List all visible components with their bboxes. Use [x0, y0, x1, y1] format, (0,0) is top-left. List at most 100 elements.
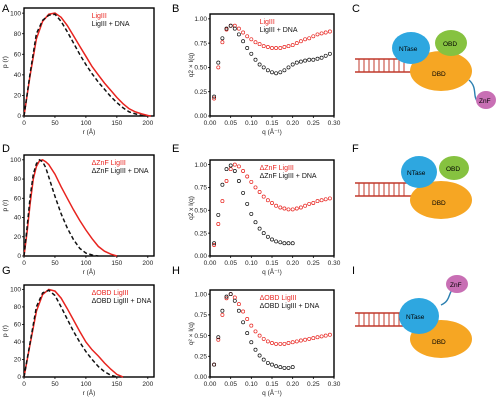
x-tick-label: 200 [142, 120, 153, 127]
chart-h: 0.00 0.05 0.10 0.15 0.20 0.25 0.30 0.00 0.25 0.50… [188, 289, 341, 397]
ntase-domain [401, 156, 437, 188]
data-point [253, 185, 258, 190]
data-point [274, 46, 279, 50]
y-axis-label: p (r) [2, 200, 9, 212]
ntase-domain [399, 298, 439, 334]
data-point [216, 222, 221, 226]
data-point [307, 201, 312, 206]
series-black-points [212, 292, 295, 370]
data-point [236, 26, 241, 31]
legend-entry: ΔZnF LigIII [92, 160, 126, 167]
data-point [257, 190, 262, 194]
data-point [220, 40, 225, 45]
data-point [319, 334, 324, 339]
data-point [232, 162, 237, 167]
data-point [265, 45, 270, 49]
data-point [274, 203, 279, 208]
legend-entry: ΔZnF LigIII [260, 165, 294, 172]
data-point [245, 331, 250, 336]
dbd-label: DBD [432, 71, 446, 78]
data-point [315, 199, 320, 204]
data-point [249, 51, 254, 56]
legend-entry: LigIII + DNA [92, 21, 130, 28]
data-point [216, 65, 221, 70]
data-point [274, 341, 279, 346]
x-tick-label: 0.00 [204, 120, 217, 127]
data-point [228, 292, 233, 297]
data-point [265, 339, 270, 344]
y-tick-label: 100 [10, 287, 21, 294]
data-point [232, 295, 237, 300]
data-point [224, 167, 229, 172]
x-tick-label: 0.20 [286, 260, 299, 267]
y-tick-label: 60 [14, 51, 22, 58]
data-point [290, 207, 295, 212]
panel-label-e: E [172, 143, 179, 155]
data-point [323, 197, 328, 202]
x-tick-label: 0.30 [328, 120, 341, 127]
y-tick-label: 0.00 [194, 113, 207, 120]
dbd-label: DBD [432, 339, 446, 346]
znf-label: ZnF [479, 98, 491, 105]
data-point [319, 55, 324, 60]
data-point [212, 94, 217, 99]
y-tick-label: 0.00 [194, 253, 207, 260]
data-point [232, 298, 237, 303]
data-point [298, 205, 303, 210]
data-point [311, 57, 316, 62]
panel-label-g: G [2, 265, 11, 277]
obd-domain [439, 156, 469, 180]
data-point [286, 341, 291, 345]
dbd-domain [410, 51, 472, 91]
x-tick-label: 0.10 [245, 381, 258, 388]
data-point [236, 164, 241, 169]
data-point [228, 163, 233, 168]
data-point [220, 308, 225, 313]
data-point [216, 212, 221, 217]
data-point [236, 32, 241, 37]
data-point [224, 294, 229, 299]
y-tick-label: 1.00 [194, 291, 207, 298]
data-point [315, 335, 320, 340]
data-point [261, 336, 266, 341]
series-black-points [212, 163, 295, 246]
x-tick-label: 0.00 [204, 260, 217, 267]
data-point [270, 362, 274, 367]
y-tick-label: 0 [17, 253, 21, 260]
ntase-label: NTase [399, 46, 418, 53]
data-point [257, 42, 262, 47]
panel-labels: A B C D E F G H I [2, 3, 360, 277]
diagram-full-length: DBD NTase OBD ZnF [355, 30, 496, 109]
panel-label-f: F [352, 143, 359, 155]
diagram-dobd: DBD NTase ZnF [355, 275, 472, 358]
data-point [257, 333, 262, 338]
data-point [249, 211, 254, 216]
data-point [257, 226, 262, 231]
plot-frame [23, 284, 155, 378]
y-tick-label: 0.50 [194, 65, 207, 72]
y-tick-label: 80 [14, 304, 22, 311]
x-tick-label: 50 [51, 120, 59, 127]
data-point [274, 239, 279, 244]
data-point [303, 203, 308, 208]
data-point [319, 198, 324, 203]
panel-label-a: A [2, 3, 10, 15]
series-black-line [23, 13, 145, 117]
data-point [298, 338, 303, 343]
data-point [261, 65, 266, 70]
x-tick-label: 0.15 [266, 381, 279, 388]
x-tick-label: 0.05 [224, 381, 237, 388]
data-point [253, 329, 258, 334]
legend-entry: ΔOBD LigIII [260, 295, 297, 302]
data-point [270, 70, 274, 75]
data-point [245, 46, 250, 50]
y-tick-label: 80 [14, 31, 22, 38]
data-point [311, 201, 316, 205]
series-red-line [23, 12, 152, 117]
data-point [278, 205, 283, 210]
series-red-line [23, 158, 118, 257]
data-point [257, 62, 262, 67]
y-tick-label: 0.75 [194, 185, 207, 192]
data-point [286, 365, 291, 370]
